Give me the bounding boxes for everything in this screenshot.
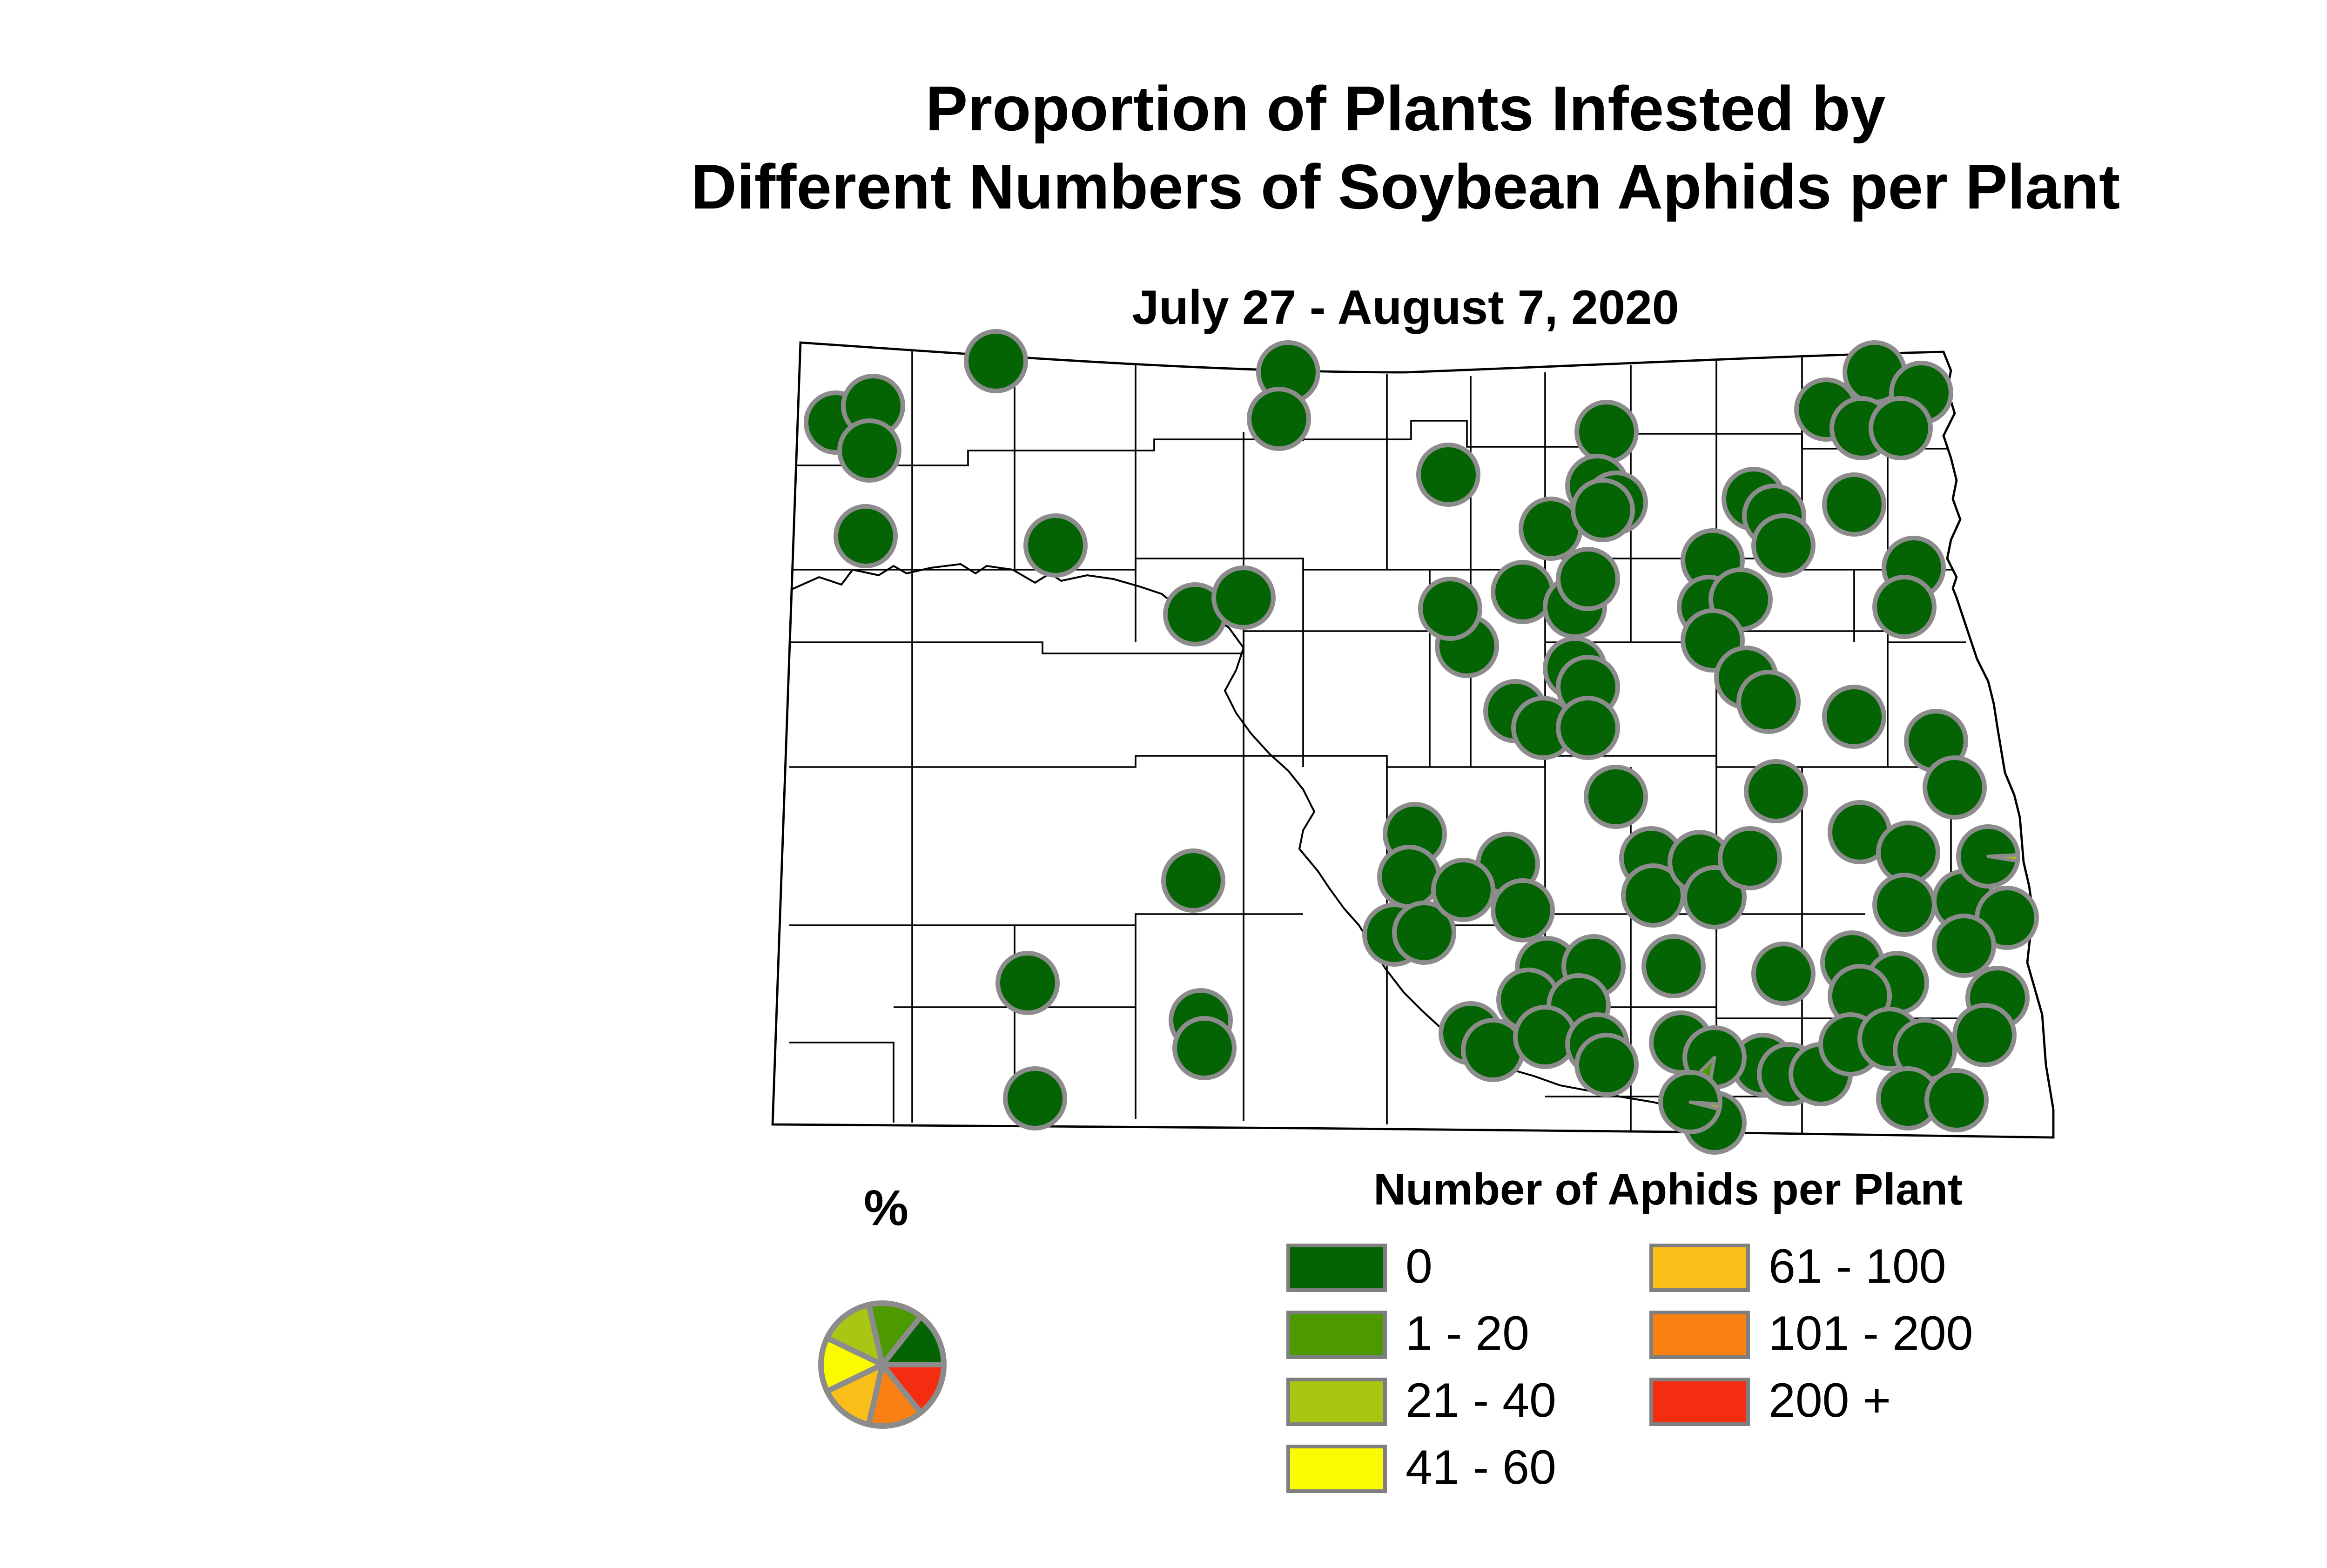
- sample-site-pie: [1641, 934, 1706, 998]
- sample-site-pie: [1461, 1018, 1525, 1082]
- legend-swatch: [1286, 1310, 1387, 1358]
- sample-site-pie: [1491, 878, 1555, 942]
- sample-site-pie: [1822, 472, 1886, 537]
- legend-swatch: [1286, 1243, 1387, 1291]
- sample-site-pie-wedge: [1986, 853, 2020, 863]
- legend-item-label: 21 - 40: [1406, 1372, 1556, 1428]
- sample-site-pie: [1952, 1003, 2017, 1067]
- legend-item-label: 101 - 200: [1769, 1305, 1973, 1361]
- percent-pie-slice: [818, 1335, 885, 1394]
- sample-site-pie: [1718, 826, 1782, 890]
- sample-site-pie: [1932, 914, 1996, 978]
- sample-site-pie: [1571, 478, 1635, 542]
- figure-title: Proportion of Plants Infested by Differe…: [0, 71, 2327, 227]
- legend-item: 21 - 40: [1286, 1372, 1556, 1428]
- sample-site-pie: [1416, 443, 1480, 507]
- sample-site-pie: [1431, 858, 1495, 922]
- sample-site-pie: [1872, 873, 1937, 937]
- percent-pie-slice: [880, 1361, 947, 1416]
- sample-site-pie: [1172, 1016, 1237, 1080]
- percent-pie-slice: [880, 1313, 947, 1367]
- sample-site-pie: [1003, 1066, 1067, 1131]
- sample-site-pie: [1418, 577, 1482, 641]
- legend-item-label: 41 - 60: [1406, 1439, 1556, 1495]
- legend-item: 0: [1286, 1238, 1556, 1294]
- legend-swatch: [1286, 1377, 1387, 1425]
- sample-site-pie: [964, 329, 1028, 393]
- legend-item: 101 - 200: [1649, 1305, 1973, 1361]
- percent-pie-slice: [866, 1300, 924, 1367]
- sample-site-pie: [1869, 396, 1933, 460]
- percent-pie-slice: [824, 1302, 885, 1367]
- legend-item: 200 +: [1649, 1372, 1973, 1428]
- sample-site-pie-wedge: [1688, 1100, 1722, 1111]
- sample-site-pie: [1513, 1005, 1577, 1069]
- sample-site-pie: [1872, 575, 1937, 639]
- percent-pie-legend: [818, 1300, 947, 1429]
- sample-site-pie: [1392, 901, 1456, 965]
- legend-item: 61 - 100: [1649, 1238, 1973, 1294]
- figure-title-line2: Different Numbers of Soybean Aphids per …: [691, 153, 2120, 223]
- legend-item: 41 - 60: [1286, 1439, 1556, 1495]
- legend-item-label: 0: [1406, 1238, 1433, 1294]
- sample-site-pie: [1211, 565, 1276, 630]
- figure-title-line1: Proportion of Plants Infested by: [925, 74, 1886, 145]
- sample-site-pie: [1584, 765, 1648, 829]
- sample-site-pie: [1736, 670, 1801, 734]
- sample-site-pie: [1923, 755, 1987, 820]
- sample-site-pie: [837, 418, 901, 483]
- legend-item-label: 61 - 100: [1769, 1238, 1946, 1294]
- sample-site-pie: [1247, 387, 1311, 451]
- sample-site-pie: [1574, 400, 1639, 464]
- sample-site-pie: [1377, 845, 1441, 909]
- sample-site-pie: [1751, 513, 1816, 578]
- sample-site-pie: [1556, 547, 1620, 611]
- legend-swatch: [1649, 1377, 1750, 1425]
- sample-site-pie: [1161, 848, 1225, 913]
- legend-title: Number of Aphids per Plant: [1373, 1165, 1963, 1216]
- legend-swatch: [1649, 1310, 1750, 1358]
- sample-site-pie: [1023, 513, 1088, 578]
- sample-site-pie: [1924, 1068, 1989, 1132]
- sample-site-pie: [1751, 942, 1816, 1006]
- figure-subtitle: July 27 - August 7, 2020: [1132, 279, 1679, 335]
- legend-item: 1 - 20: [1286, 1305, 1556, 1361]
- legend-item-label: 1 - 20: [1406, 1305, 1529, 1361]
- legend-swatch: [1286, 1444, 1387, 1492]
- legend-swatch: [1649, 1243, 1750, 1291]
- sample-site-markers: [804, 329, 2039, 1155]
- percent-pie-slice: [824, 1362, 885, 1427]
- sample-site-pie: [1744, 759, 1808, 823]
- sample-site-pie: [834, 504, 898, 568]
- percent-label: %: [863, 1180, 908, 1236]
- sample-site-pie: [995, 951, 1060, 1015]
- sample-site-pie: [1822, 685, 1886, 749]
- sample-site-pie: [1556, 696, 1620, 760]
- legend-column-left: 0 1 - 20 21 - 40 41 - 60: [1286, 1238, 1556, 1495]
- legend-item-label: 200 +: [1769, 1372, 1891, 1428]
- legend-column-right: 61 - 100 101 - 200 200 +: [1649, 1238, 1973, 1428]
- sample-site-pie: [1574, 1033, 1639, 1097]
